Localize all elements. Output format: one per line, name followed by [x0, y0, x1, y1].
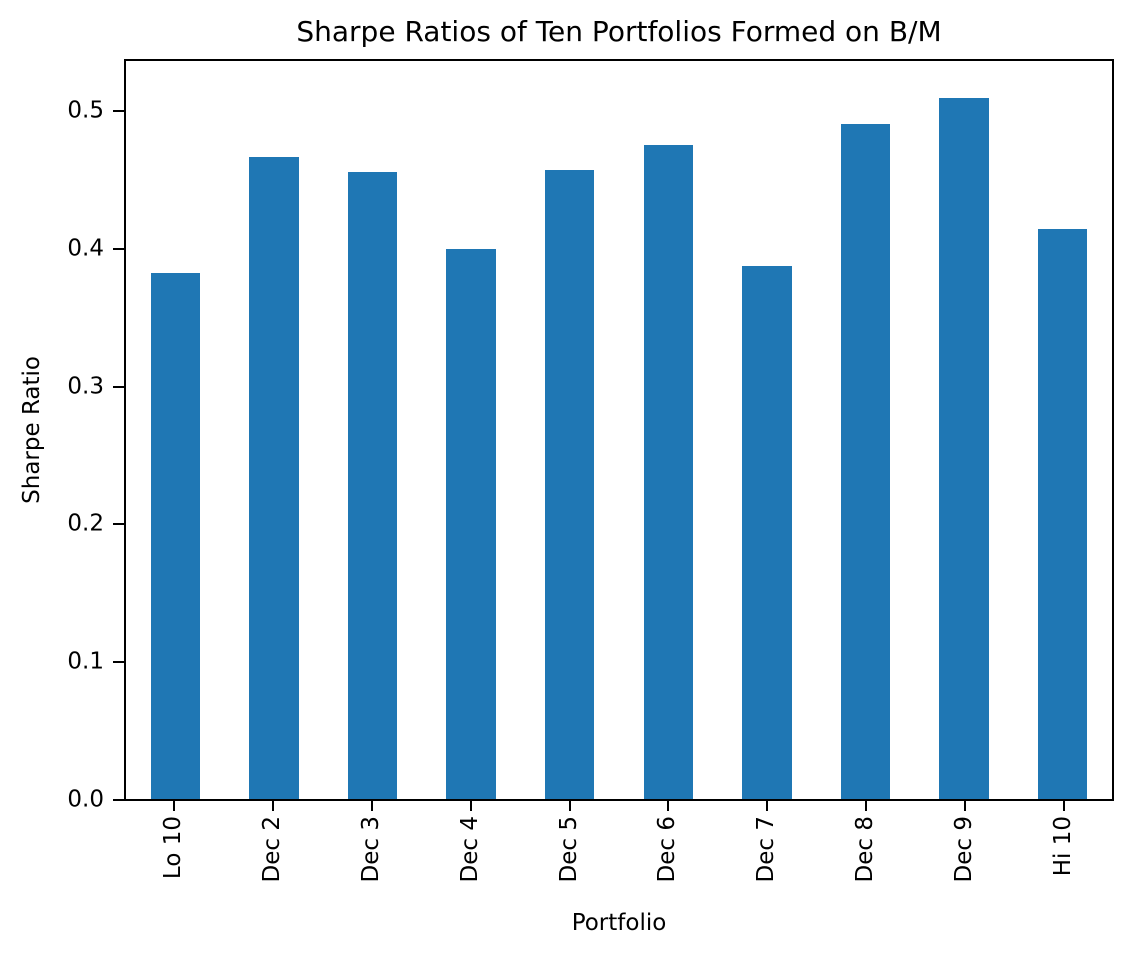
x-tick-mark-dec-6	[667, 801, 670, 811]
y-tick-label-0.2: 0.2	[67, 510, 104, 537]
y-tick-mark-0.0	[113, 799, 125, 801]
x-tick-label-dec-9: Dec 9	[951, 816, 977, 883]
x-axis-label: Portfolio	[571, 910, 667, 936]
bar-slot-dec-6	[619, 61, 718, 799]
chart-title: Sharpe Ratios of Ten Portfolios Formed o…	[296, 15, 942, 48]
bar-dec-2	[249, 157, 299, 799]
x-tick-label-lo-10: Lo 10	[160, 816, 187, 880]
x-tick-mark-dec-8	[865, 801, 867, 811]
x-tick-label-dec-7: Dec 7	[753, 816, 780, 883]
bar-dec-5	[545, 169, 595, 799]
bar-dec-7	[742, 265, 792, 799]
bar-slot-dec-2	[225, 61, 324, 799]
x-tick-label-wrap-dec-7: Dec 7	[753, 816, 781, 882]
x-tick-label-wrap-dec-4: Dec 4	[457, 816, 485, 882]
y-tick-label-0.4: 0.4	[67, 235, 104, 262]
bar-dec-3	[347, 172, 398, 799]
x-tick-label-hi-10: Hi 10	[1049, 816, 1076, 877]
bar-lo-10	[150, 272, 200, 799]
x-tick-label-wrap-dec-6: Dec 6	[655, 816, 683, 882]
y-tick-mark-0.1	[113, 661, 125, 664]
y-tick-label-0.0: 0.0	[67, 786, 104, 813]
x-tick-mark-hi-10	[1062, 801, 1065, 811]
bar-dec-6	[643, 144, 693, 799]
y-tick-mark-0.3	[113, 385, 125, 388]
y-tick-mark-0.5	[113, 109, 125, 112]
x-tick-label-wrap-dec-5: Dec 5	[556, 816, 584, 882]
bar-dec-9	[939, 98, 989, 799]
y-tick-label-0.1: 0.1	[67, 648, 104, 675]
x-tick-label-dec-6: Dec 6	[654, 816, 681, 883]
x-tick-mark-lo-10	[173, 801, 176, 811]
bar-slot-lo-10	[126, 61, 225, 799]
bar-slot-hi-10	[1013, 61, 1112, 799]
x-tick-label-dec-2: Dec 2	[259, 816, 286, 883]
x-tick-mark-dec-4	[469, 801, 472, 811]
x-tick-mark-dec-9	[963, 801, 966, 811]
x-tick-label-wrap-dec-3: Dec 3	[358, 816, 386, 882]
x-tick-label-wrap-hi-10: Hi 10	[1050, 816, 1078, 876]
y-tick-mark-0.4	[113, 247, 125, 250]
x-tick-label-wrap-dec-2: Dec 2	[259, 816, 287, 882]
y-axis-label-wrap: Sharpe Ratio	[16, 60, 50, 800]
bar-dec-8	[840, 124, 891, 799]
plot-area	[124, 59, 1114, 801]
x-tick-mark-dec-2	[272, 801, 275, 811]
x-tick-label-dec-4: Dec 4	[457, 816, 483, 883]
x-tick-label-wrap-lo-10: Lo 10	[161, 816, 189, 879]
x-tick-label-dec-3: Dec 3	[358, 816, 385, 883]
x-tick-mark-dec-7	[766, 801, 769, 811]
bar-slot-dec-9	[915, 61, 1014, 799]
bar-slot-dec-5	[520, 61, 619, 799]
x-tick-mark-dec-3	[371, 801, 373, 811]
x-tick-mark-dec-5	[568, 801, 571, 811]
bar-slot-dec-8	[816, 61, 915, 799]
x-tick-label-dec-5: Dec 5	[555, 816, 582, 883]
bar-slot-dec-7	[718, 61, 817, 799]
bar-slot-dec-4	[422, 61, 521, 799]
x-tick-label-wrap-dec-8: Dec 8	[852, 816, 880, 882]
bars-layer	[126, 61, 1112, 799]
y-tick-label-0.3: 0.3	[67, 373, 104, 400]
x-tick-label-dec-8: Dec 8	[852, 816, 879, 883]
bar-slot-dec-3	[323, 61, 422, 799]
y-tick-label-0.5: 0.5	[67, 97, 104, 124]
bar-dec-4	[446, 249, 496, 799]
x-tick-label-wrap-dec-9: Dec 9	[951, 816, 979, 882]
y-tick-mark-0.2	[113, 523, 125, 526]
bar-hi-10	[1037, 228, 1088, 799]
